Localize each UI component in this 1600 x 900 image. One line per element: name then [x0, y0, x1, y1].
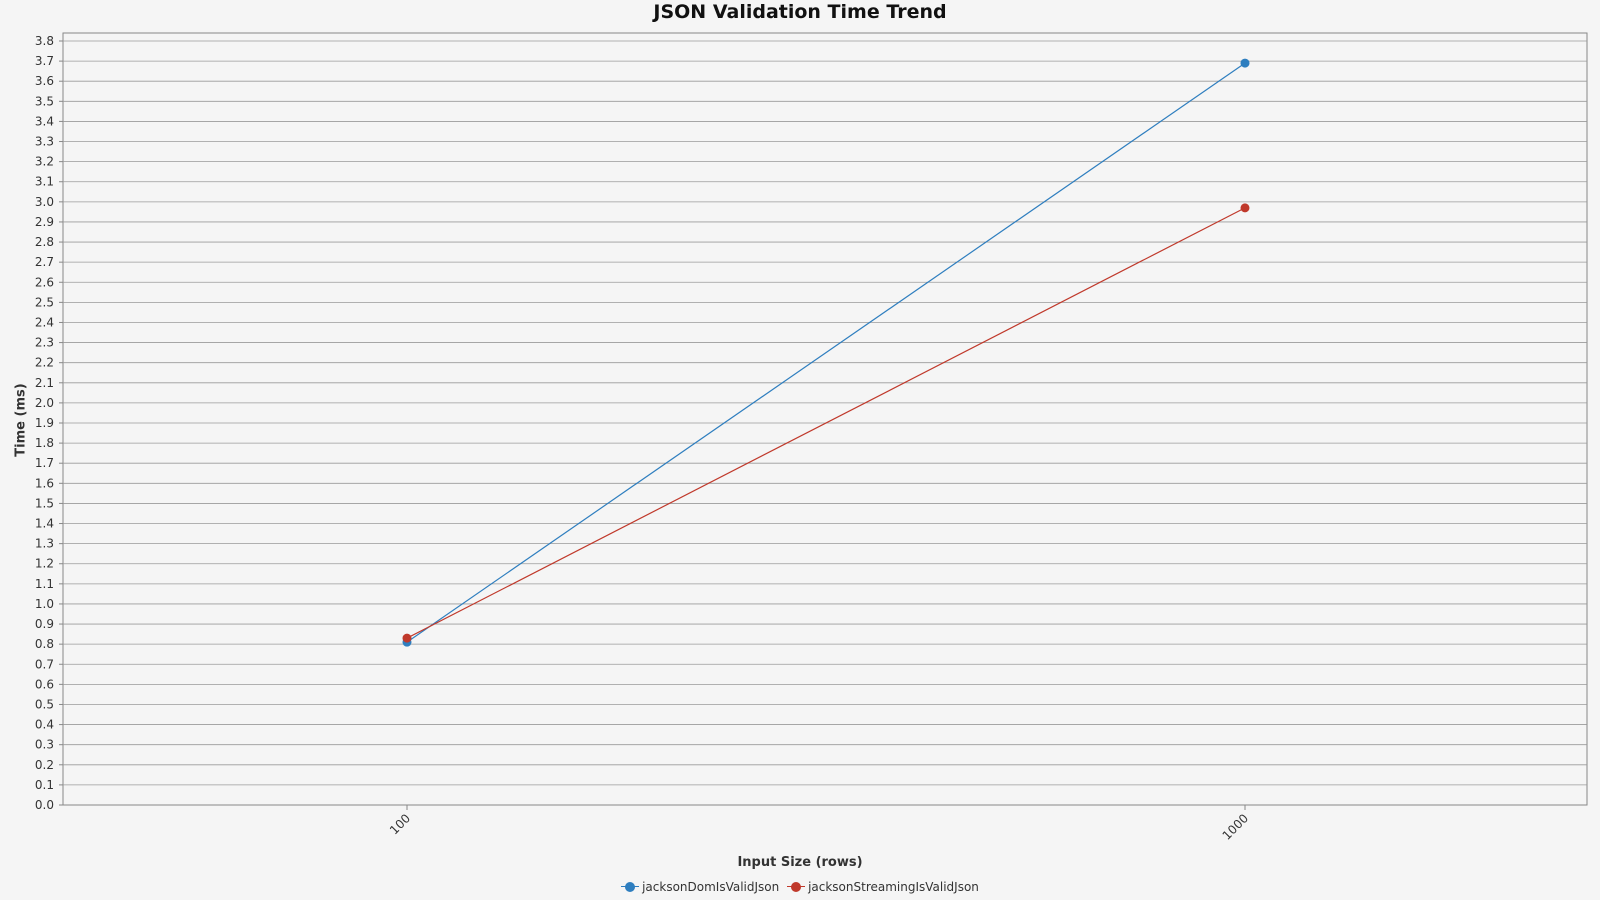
series-lines: [402, 58, 1250, 647]
data-point: [402, 633, 412, 643]
y-tick-label: 0.9: [35, 617, 54, 631]
y-tick-label: 1.2: [35, 557, 54, 571]
legend-dot-streaming: [791, 882, 802, 892]
legend-item-dom: jacksonDomIsValidJson: [621, 880, 779, 894]
y-tick-label: 3.2: [35, 155, 54, 169]
y-tick-labels: 0.0 0.1 0.2 0.3 0.4 0.5 0.6 0.7 0.8 0.9 1.0 1.1 1.2 1…: [35, 34, 63, 812]
y-tick-label: 2.2: [35, 356, 54, 370]
y-tick-label: 0.6: [35, 677, 54, 691]
x-axis-label: Input Size (rows): [737, 855, 863, 870]
y-tick-label: 2.7: [35, 255, 54, 269]
y-tick-label: 2.3: [35, 336, 54, 350]
y-tick-label: 1.5: [35, 496, 54, 510]
y-tick-label: 2.4: [35, 315, 54, 329]
y-tick-label: 3.5: [35, 94, 54, 108]
data-point: [1240, 203, 1250, 213]
y-tick-label: 0.1: [35, 778, 54, 792]
y-tick-label: 0.4: [35, 718, 54, 732]
line-chart: 0.0 0.1 0.2 0.3 0.4 0.5 0.6 0.7 0.8 0.9 1.0 1.1 1.2 1…: [35, 32, 1588, 843]
x-tick-label: 1000: [1220, 811, 1251, 842]
plot-area: [62, 32, 1588, 806]
legend-item-streaming: jacksonStreamingIsValidJson: [787, 880, 979, 894]
y-tick-label: 0.3: [35, 738, 54, 752]
series-line-0: [406, 62, 1246, 643]
y-tick-label: 3.0: [35, 195, 54, 209]
y-tick-label: 2.8: [35, 235, 54, 249]
y-tick-label: 1.1: [35, 577, 54, 591]
y-tick-label: 3.6: [35, 74, 54, 88]
legend: jacksonDomIsValidJson jacksonStreamingIs…: [0, 880, 1600, 895]
legend-marker-dom-icon: [621, 882, 640, 892]
y-tick-label: 3.1: [35, 175, 54, 189]
y-tick-label: 3.4: [35, 114, 54, 128]
y-tick-label: 2.6: [35, 275, 54, 289]
data-point: [1240, 58, 1250, 68]
y-tick-label: 3.7: [35, 54, 54, 68]
y-tick-label: 1.6: [35, 476, 54, 490]
y-tick-label: 2.5: [35, 295, 54, 309]
legend-label-dom: jacksonDomIsValidJson: [642, 880, 780, 894]
y-tick-label: 1.7: [35, 456, 54, 470]
y-tick-label: 0.2: [35, 758, 54, 772]
x-tick-label: 100: [387, 811, 413, 837]
y-tick-label: 1.4: [35, 517, 54, 531]
y-tick-label: 3.3: [35, 135, 54, 149]
y-tick-label: 2.9: [35, 215, 54, 229]
y-tick-label: 1.3: [35, 537, 54, 551]
y-tick-label: 3.8: [35, 34, 54, 48]
y-tick-label: 1.8: [35, 436, 54, 450]
gridlines: [63, 40, 1587, 806]
y-tick-label: 0.0: [35, 798, 54, 812]
legend-dot-dom: [625, 882, 636, 892]
y-tick-label: 0.7: [35, 657, 54, 671]
y-tick-label: 0.8: [35, 637, 54, 651]
y-tick-label: 1.0: [35, 597, 54, 611]
legend-label-streaming: jacksonStreamingIsValidJson: [808, 880, 979, 894]
x-tick-labels: 100 1000: [387, 805, 1251, 843]
y-tick-label: 2.0: [35, 396, 54, 410]
chart-title: JSON Validation Time Trend: [653, 1, 947, 23]
legend-marker-streaming-icon: [787, 882, 806, 892]
series-line-1: [406, 207, 1246, 639]
y-tick-label: 2.1: [35, 376, 54, 390]
y-tick-label: 1.9: [35, 416, 54, 430]
y-tick-label: 0.5: [35, 697, 54, 711]
